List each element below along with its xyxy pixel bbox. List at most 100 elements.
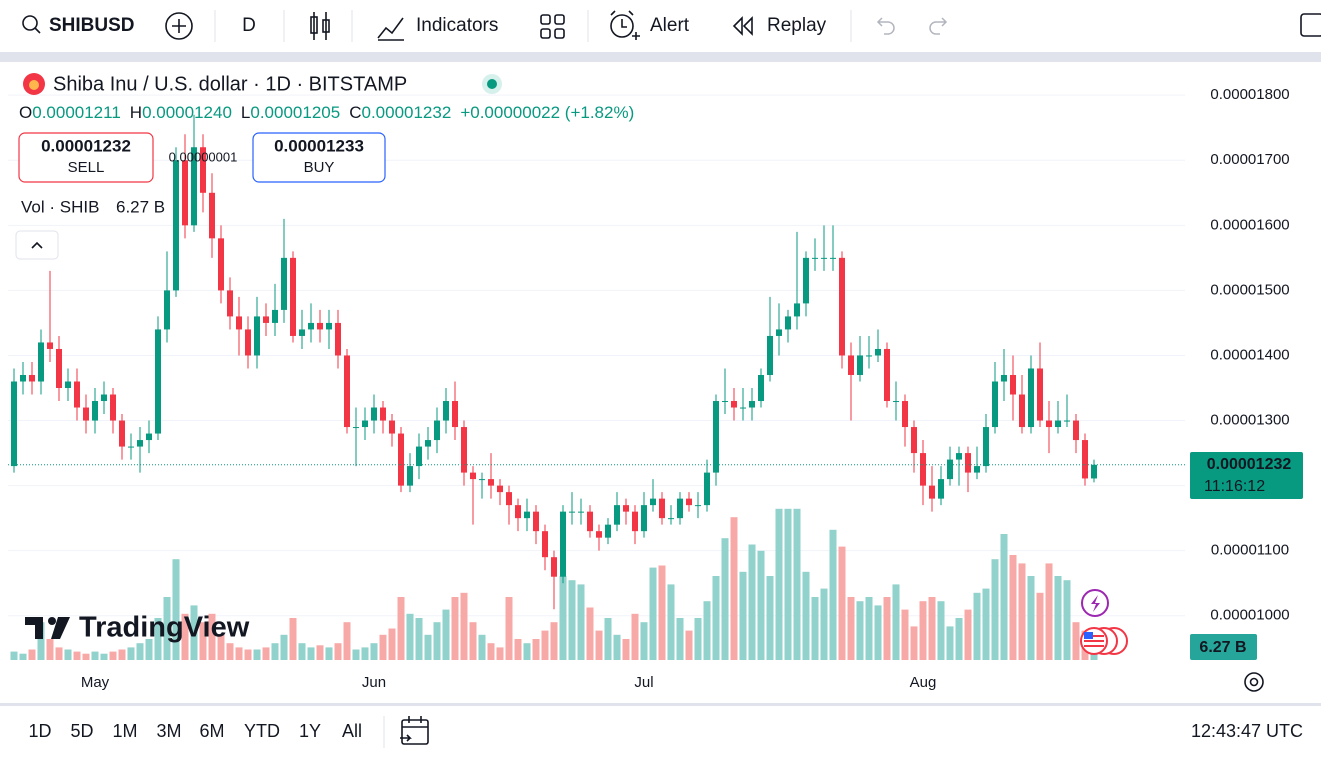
- candle-body: [434, 420, 440, 441]
- candle-body: [965, 453, 971, 473]
- volume-bar: [685, 630, 693, 660]
- chart-type-button[interactable]: [310, 12, 330, 40]
- volume-bar: [757, 550, 765, 660]
- candle-body: [1001, 374, 1007, 382]
- timeframe-button[interactable]: All: [342, 721, 362, 741]
- candle-body: [425, 440, 431, 447]
- candle-body: [470, 472, 476, 480]
- compare-button[interactable]: [165, 12, 193, 40]
- timeframe-button[interactable]: 1Y: [299, 721, 321, 741]
- candle-body: [884, 348, 890, 402]
- volume-bar: [64, 649, 72, 660]
- volume-bar: [244, 649, 252, 660]
- volume-bar: [19, 653, 27, 660]
- volume-bar: [82, 653, 90, 660]
- candle-body: [326, 322, 332, 330]
- alert-button[interactable]: Alert: [610, 10, 690, 40]
- candle-body: [929, 485, 935, 499]
- volume-bar: [586, 607, 594, 660]
- volume-bar: [892, 584, 900, 660]
- x-tick-label: Jul: [634, 674, 653, 691]
- volume-bar: [514, 639, 522, 660]
- timeframe-button[interactable]: YTD: [244, 721, 280, 741]
- flag-icon: [1084, 632, 1093, 639]
- candle-body: [218, 238, 224, 291]
- collapse-legend[interactable]: [15, 230, 59, 260]
- watermark: TradingView: [25, 612, 250, 644]
- grid-icon: [540, 14, 551, 25]
- timeframe-button[interactable]: 3M: [156, 721, 181, 741]
- volume-bar: [604, 618, 612, 660]
- timeframe-button[interactable]: 5D: [70, 721, 93, 741]
- legend: Shiba Inu / U.S. dollar · 1D · BITSTAMP …: [15, 73, 634, 260]
- volume-bar: [622, 639, 630, 660]
- candle-body: [308, 322, 314, 330]
- volume-bar: [478, 634, 486, 660]
- volume-bar: [298, 643, 306, 660]
- indicators-icon: [377, 17, 404, 41]
- price-badge: 0.00001232 11:16:12: [1190, 452, 1303, 499]
- grid-icon: [540, 28, 551, 39]
- candle-body: [578, 511, 584, 513]
- go-to-date[interactable]: [400, 716, 429, 745]
- volume-bar: [640, 622, 648, 660]
- candle-body: [677, 498, 683, 519]
- symbol-search[interactable]: SHIBUSD: [22, 15, 135, 36]
- candle-body: [974, 466, 980, 473]
- settings-button[interactable]: [1244, 672, 1264, 692]
- sell-box: [18, 132, 154, 183]
- interval-button[interactable]: D: [242, 15, 256, 36]
- buy-button[interactable]: 0.00001233 BUY: [252, 132, 386, 183]
- gear-icon: [1249, 677, 1259, 687]
- volume-bar: [595, 630, 603, 660]
- volume-bar: [1009, 555, 1017, 660]
- candle-body: [758, 374, 764, 402]
- x-tick-label: Aug: [910, 674, 937, 691]
- chevron-icon: [31, 241, 43, 249]
- candle-body: [659, 498, 665, 519]
- volume-bar: [505, 597, 513, 660]
- y-tick-label: 0.00001500: [1210, 281, 1289, 298]
- volume-bar: [766, 576, 774, 660]
- volume-bar: [919, 601, 927, 660]
- volume-bar: [271, 643, 279, 660]
- volume-bar: [973, 592, 981, 660]
- volume-bar: [91, 651, 99, 660]
- volume-bar: [10, 651, 18, 660]
- indicators-button[interactable]: Indicators: [377, 15, 498, 41]
- candle-body: [947, 459, 953, 480]
- candle-body: [1082, 440, 1088, 479]
- volume-bar: [1045, 563, 1053, 660]
- volume-bar: [802, 571, 810, 660]
- candle-body: [452, 401, 458, 428]
- volume-bar: [280, 634, 288, 660]
- watermark-text: TradingView: [79, 612, 250, 644]
- sell-button[interactable]: 0.00001232 SELL: [18, 132, 154, 183]
- timeframe-button[interactable]: 1M: [112, 721, 137, 741]
- y-tick-label: 0.00001400: [1210, 346, 1289, 363]
- volume-badge-box: [1190, 634, 1257, 660]
- volume-bar: [613, 634, 621, 660]
- candle-body: [776, 329, 782, 336]
- candle-body: [299, 329, 305, 336]
- last-price: 0.00001232: [1207, 456, 1292, 473]
- y-tick-label: 0.00001000: [1210, 607, 1289, 624]
- layout-button[interactable]: [1300, 13, 1321, 37]
- timeframe-button[interactable]: 1D: [28, 721, 51, 741]
- volume-bar: [361, 647, 369, 660]
- y-tick-label: 0.00001600: [1210, 216, 1289, 233]
- redo-button[interactable]: [929, 17, 948, 35]
- volume-bar: [388, 628, 396, 660]
- undo-button[interactable]: [876, 17, 895, 35]
- replay-button[interactable]: Replay: [732, 15, 827, 36]
- timeframe-button[interactable]: 6M: [199, 721, 224, 741]
- templates-button[interactable]: [540, 14, 565, 39]
- volume-bar: [325, 647, 333, 660]
- candle-body: [200, 147, 206, 193]
- volume-bar: [1000, 534, 1008, 660]
- candle-body: [11, 381, 17, 467]
- volume-bar: [982, 588, 990, 660]
- buy-price: 0.00001233: [274, 136, 364, 155]
- candle-body: [380, 407, 386, 421]
